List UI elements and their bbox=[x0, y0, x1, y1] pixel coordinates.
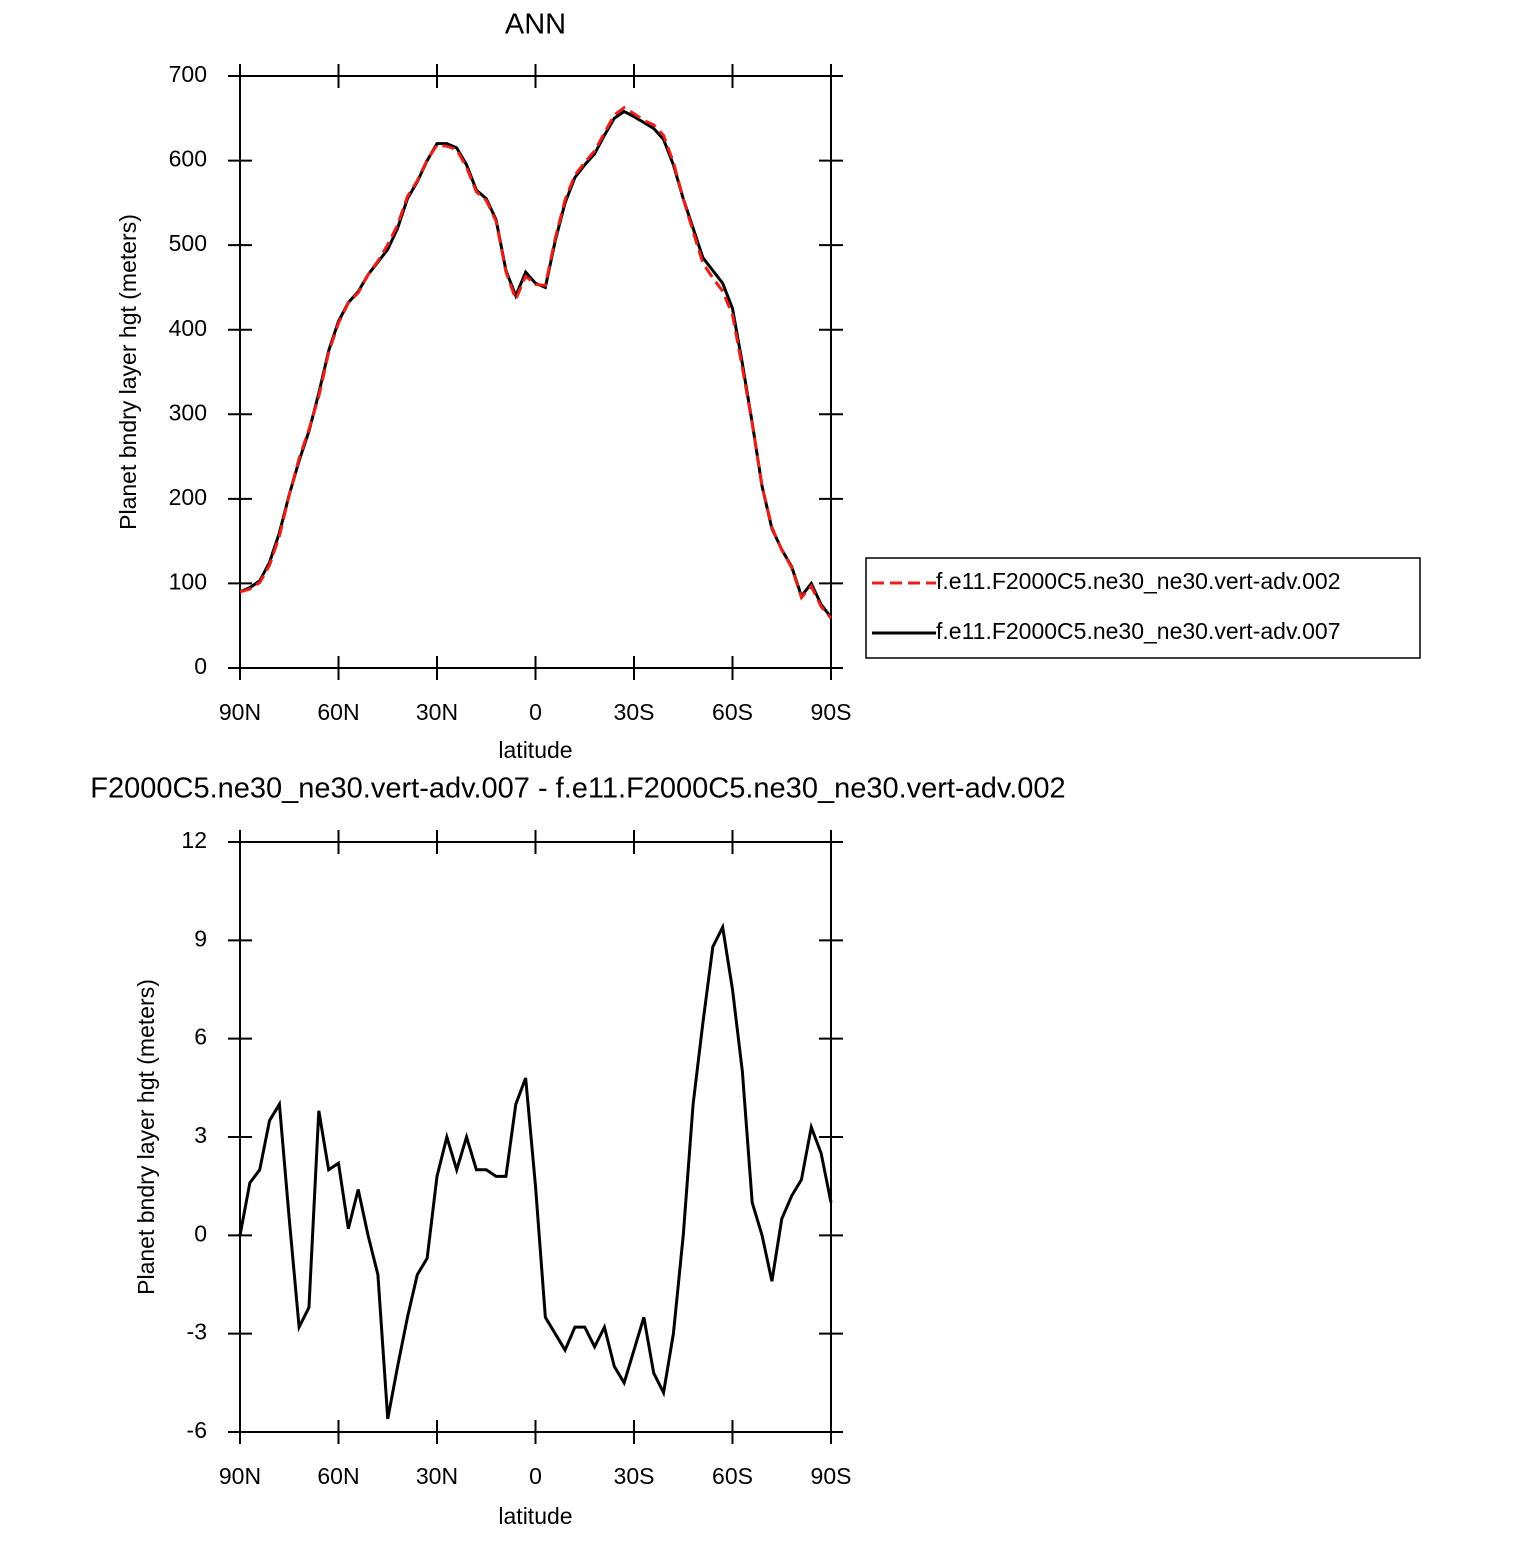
x-tick-label: 60S bbox=[712, 1463, 753, 1489]
y-tick-label: 3 bbox=[194, 1122, 207, 1148]
x-tick-label: 90S bbox=[811, 1463, 852, 1489]
x-tick-label: 0 bbox=[529, 699, 542, 725]
y-tick-label: 400 bbox=[169, 315, 207, 341]
y-tick-label: 12 bbox=[181, 827, 207, 853]
legend-box bbox=[865, 557, 1421, 659]
y-tick-label: 6 bbox=[194, 1024, 207, 1050]
x-tick-label: 60N bbox=[317, 1463, 359, 1489]
x-tick-label: 90S bbox=[811, 699, 852, 725]
y-tick-label: 0 bbox=[194, 653, 207, 679]
x-tick-label: 30N bbox=[416, 699, 458, 725]
x-tick-label: 60N bbox=[317, 699, 359, 725]
y-tick-label: 700 bbox=[169, 61, 207, 87]
data-line bbox=[239, 109, 833, 619]
y-axis-label: Planet bndry layer hgt (meters) bbox=[133, 979, 159, 1295]
y-tick-label: 0 bbox=[194, 1220, 207, 1246]
y-axis-label: Planet bndry layer hgt (meters) bbox=[115, 214, 141, 530]
x-tick-label: 90N bbox=[219, 699, 261, 725]
x-tick-label: 30N bbox=[416, 1463, 458, 1489]
y-tick-label: 300 bbox=[169, 399, 207, 425]
legend-label: f.e11.F2000C5.ne30_ne30.vert-adv.002 bbox=[936, 568, 1341, 594]
x-tick-label: 30S bbox=[614, 1463, 655, 1489]
x-tick-label: 0 bbox=[529, 1463, 542, 1489]
x-axis-label: latitude bbox=[498, 737, 572, 763]
y-tick-label: 200 bbox=[169, 484, 207, 510]
chart-title: ANN bbox=[505, 9, 566, 41]
y-tick-label: 9 bbox=[194, 925, 207, 951]
data-line bbox=[239, 105, 833, 620]
y-tick-label: -6 bbox=[187, 1417, 207, 1443]
y-tick-label: 100 bbox=[169, 569, 207, 595]
y-tick-label: -3 bbox=[187, 1319, 207, 1345]
plot-frame bbox=[239, 841, 832, 1433]
chart-title: F2000C5.ne30_ne30.vert-adv.007 - f.e11.F… bbox=[90, 773, 1065, 805]
y-tick-label: 600 bbox=[169, 146, 207, 172]
x-tick-label: 60S bbox=[712, 699, 753, 725]
data-line bbox=[238, 922, 833, 1420]
legend-label: f.e11.F2000C5.ne30_ne30.vert-adv.007 bbox=[936, 618, 1341, 644]
x-tick-label: 30S bbox=[614, 699, 655, 725]
x-axis-label: latitude bbox=[498, 1503, 572, 1529]
x-tick-label: 90N bbox=[219, 1463, 261, 1489]
y-tick-label: 500 bbox=[169, 230, 207, 256]
